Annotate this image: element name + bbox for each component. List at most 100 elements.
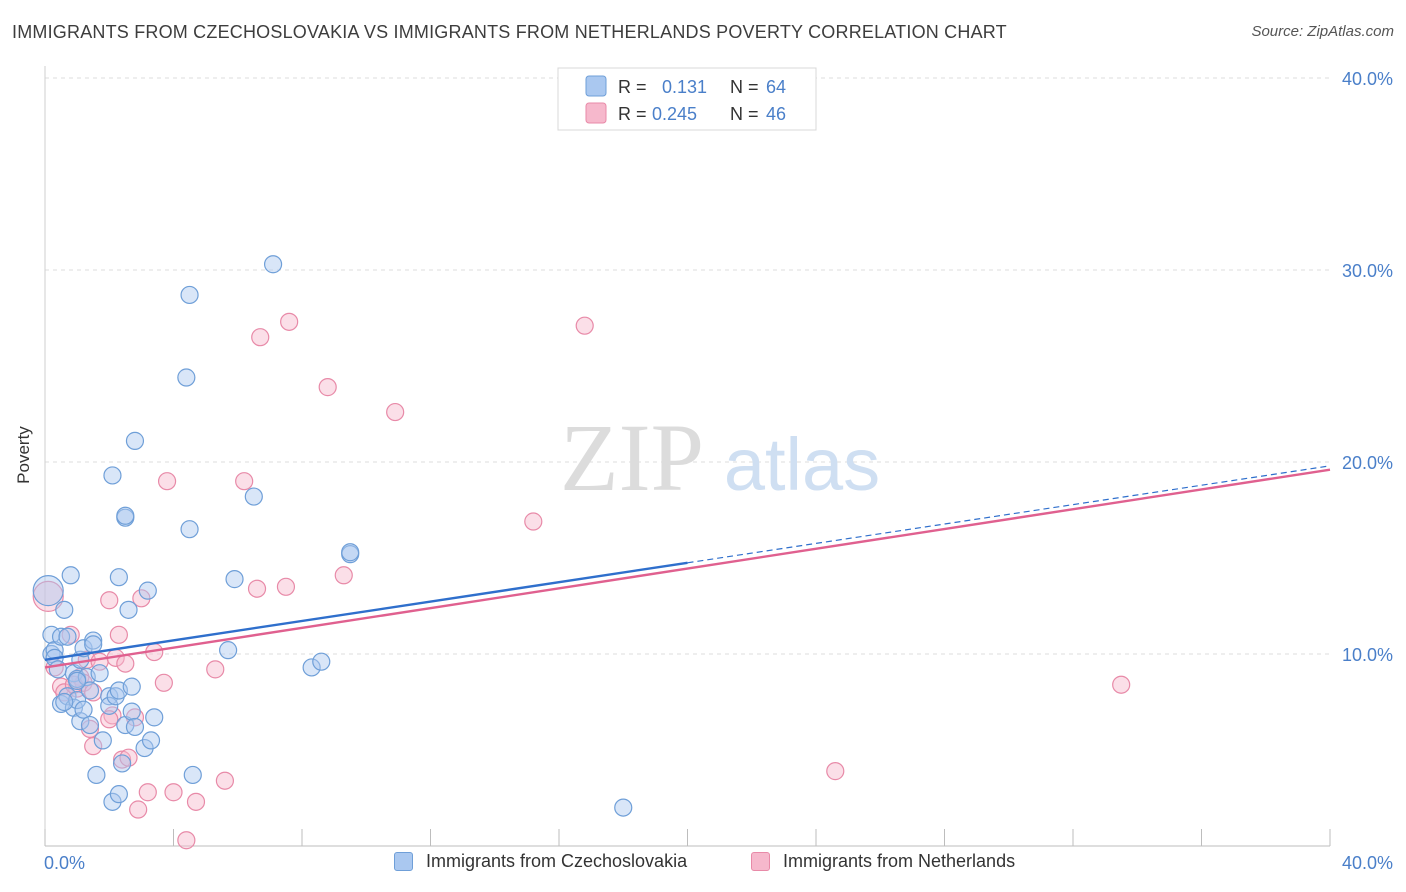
data-point <box>109 568 128 587</box>
data-point <box>93 731 112 750</box>
data-point <box>109 625 128 644</box>
y-tick-label: 40.0% <box>1342 69 1393 89</box>
data-point <box>84 631 103 650</box>
data-point <box>180 285 199 305</box>
data-point <box>51 627 71 646</box>
data-point <box>177 368 196 387</box>
data-point <box>177 831 196 850</box>
data-point <box>183 765 202 785</box>
x-tick-labels: 0.0% 40.0% <box>44 853 1393 873</box>
data-point <box>109 785 128 804</box>
data-point <box>112 750 132 769</box>
data-point <box>138 581 157 600</box>
y-tick-label: 30.0% <box>1342 261 1393 281</box>
data-point <box>164 783 183 802</box>
data-point <box>61 566 80 585</box>
data-point <box>74 700 93 719</box>
data-point <box>614 798 633 817</box>
data-point <box>129 800 148 819</box>
data-point <box>119 600 138 619</box>
legend-r-label-2: R = <box>618 104 647 124</box>
data-point <box>138 783 157 802</box>
legend-r-label-1: R = <box>618 77 647 97</box>
data-point <box>125 717 145 737</box>
data-point <box>247 579 267 598</box>
legend-n-label-2: N = <box>730 104 759 124</box>
data-point <box>276 577 296 596</box>
data-point <box>180 520 199 539</box>
legend-swatch-czechoslovakia <box>585 75 607 97</box>
data-point <box>68 671 87 690</box>
data-point <box>106 687 125 706</box>
data-point <box>112 754 132 773</box>
data-point <box>302 658 321 677</box>
y-tick-label: 10.0% <box>1342 645 1393 665</box>
x-tick-label-max: 40.0% <box>1342 853 1393 873</box>
data-point <box>575 316 594 335</box>
bottom-legend-label-netherlands: Immigrants from Netherlands <box>783 851 1016 871</box>
data-point <box>318 378 337 397</box>
data-point <box>826 762 845 781</box>
data-point <box>1112 675 1131 694</box>
data-point <box>125 431 145 450</box>
bottom-legend-item-netherlands: Immigrants from Netherlands <box>751 851 1015 872</box>
data-point <box>524 512 543 531</box>
data-point <box>116 654 135 673</box>
data-point <box>386 402 405 422</box>
data-point <box>103 466 122 485</box>
data-point <box>263 255 283 274</box>
data-point <box>141 731 161 750</box>
data-point <box>80 715 100 735</box>
data-point <box>186 792 206 811</box>
data-point <box>122 702 141 721</box>
data-point <box>225 570 244 589</box>
data-point <box>235 472 254 491</box>
bottom-legend-swatch-czechoslovakia <box>394 852 413 871</box>
data-point <box>80 681 100 700</box>
legend-n-value-2: 46 <box>766 104 786 124</box>
legend: R = 0.131 N = 64 R = 0.245 N = 46 <box>557 67 817 131</box>
data-point <box>206 660 225 679</box>
data-point <box>100 696 119 715</box>
data-point <box>55 692 74 712</box>
data-point <box>55 600 74 619</box>
data-point <box>71 712 90 731</box>
watermark: ZIP atlas <box>560 404 880 511</box>
y-tick-label: 20.0% <box>1342 453 1393 473</box>
data-point <box>90 664 109 683</box>
data-point <box>244 487 263 506</box>
data-point <box>100 687 119 706</box>
data-point <box>145 708 164 727</box>
watermark-atlas: atlas <box>724 423 880 506</box>
series-netherlands-points <box>32 312 1131 850</box>
bottom-legend-item-czechoslovakia: Immigrants from Czechoslovakia <box>394 851 687 872</box>
data-point <box>334 566 353 585</box>
data-point <box>32 575 64 607</box>
data-point <box>122 677 141 696</box>
trend-line-czechoslovakia <box>44 561 688 661</box>
axes <box>44 66 1331 847</box>
bottom-legend: Immigrants from Czechoslovakia Immigrant… <box>0 851 1406 877</box>
data-point <box>84 635 103 654</box>
data-point <box>80 719 100 738</box>
data-point <box>84 737 103 756</box>
data-point <box>215 771 234 790</box>
data-point <box>116 506 135 525</box>
legend-n-value-1: 64 <box>766 77 786 97</box>
series-czechoslovakia-points <box>32 255 633 817</box>
data-point <box>100 710 119 729</box>
chart-title: IMMIGRANTS FROM CZECHOSLOVAKIA VS IMMIGR… <box>12 22 1007 42</box>
legend-r-value-2: 0.245 <box>652 104 697 124</box>
data-point <box>154 673 173 692</box>
watermark-zip: ZIP <box>560 404 704 511</box>
data-point <box>219 641 238 660</box>
y-tick-labels: 10.0% 20.0% 30.0% 40.0% <box>1342 69 1393 665</box>
data-point <box>341 543 360 562</box>
data-point <box>157 472 177 491</box>
data-point <box>125 708 145 727</box>
data-point <box>100 591 119 610</box>
trend-line-netherlands <box>44 468 1331 669</box>
data-point <box>58 687 77 706</box>
data-point <box>251 328 270 347</box>
